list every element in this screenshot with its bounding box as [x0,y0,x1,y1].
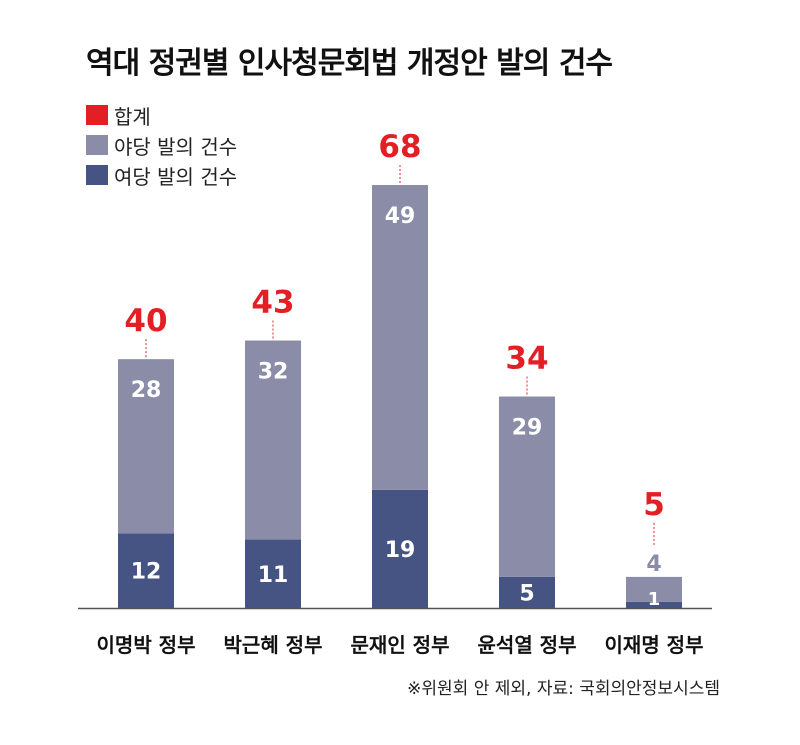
legend-item-total: 합계 [86,100,237,130]
data-label-opposition: 49 [385,204,416,229]
data-label-ruling: 12 [131,560,162,585]
legend-label-ruling: 여당 발의 건수 [114,164,238,189]
bar-ruling [499,576,555,608]
bar-opposition [245,340,301,540]
legend-swatch-ruling [86,165,108,185]
legend: 합계 야당 발의 건수 여당 발의 건수 [86,100,237,190]
chart-title: 역대 정권별 인사청문회법 개정안 발의 건수 [86,46,613,81]
data-label-opposition: 32 [258,360,289,385]
legend-item-opposition: 야당 발의 건수 [86,130,237,160]
bar-opposition [118,359,174,534]
bar-opposition [372,185,428,490]
bar-ruling [372,489,428,608]
x-tick-label: 윤석열 정부 [478,633,577,657]
x-tick-label: 이명박 정부 [97,633,196,657]
source-note: ※위원회 안 제외, 자료: 국회의안정보시스템 [407,679,720,699]
data-label-total: 5 [643,487,665,523]
data-label-opposition: 28 [131,378,162,403]
data-label-opposition: 4 [646,552,661,577]
legend-swatch-total [86,105,108,125]
legend-label-total: 합계 [114,104,151,129]
bar-ruling [245,539,301,608]
legend-label-opposition: 야당 발의 건수 [114,134,238,159]
data-label-ruling: 1 [648,589,661,610]
data-label-opposition: 29 [512,416,543,441]
data-label-total: 43 [251,285,294,321]
data-label-total: 68 [378,129,421,165]
bar-opposition [499,396,555,577]
x-tick-label: 이재명 정부 [605,633,704,657]
legend-item-ruling: 여당 발의 건수 [86,160,237,190]
x-tick-label: 문재인 정부 [351,633,450,657]
bar-opposition [626,576,682,602]
legend-swatch-opposition [86,135,108,155]
data-label-total: 34 [505,341,548,377]
data-label-ruling: 5 [519,581,534,606]
data-label-ruling: 11 [258,563,289,588]
bar-ruling [626,601,682,608]
data-label-total: 40 [124,303,167,339]
data-label-ruling: 19 [385,538,416,563]
x-tick-label: 박근혜 정부 [224,633,323,657]
bar-ruling [118,533,174,608]
